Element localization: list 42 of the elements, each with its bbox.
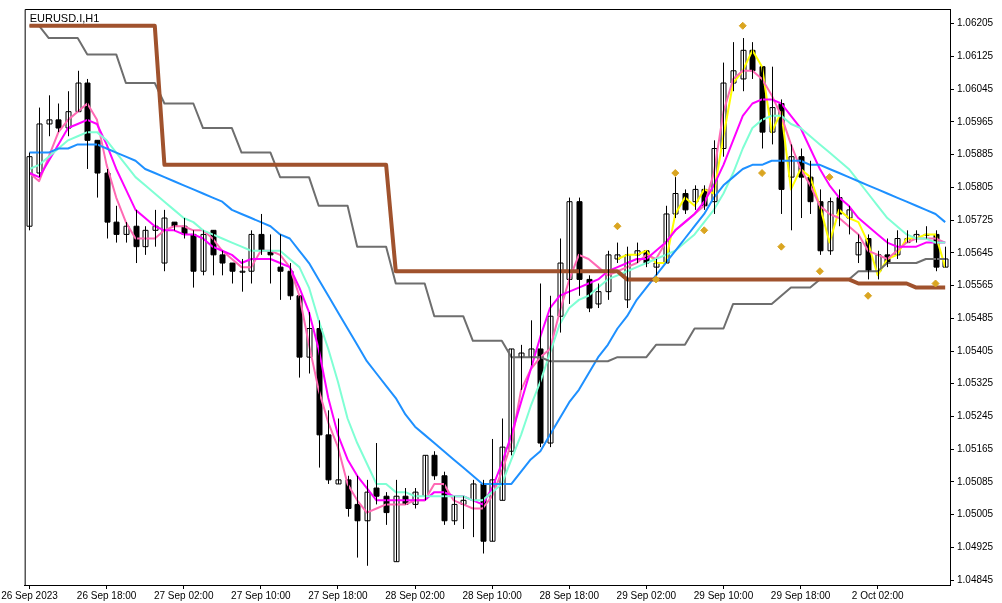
point — [864, 291, 873, 300]
y-tick-label: 1.05885 — [957, 148, 994, 160]
point — [825, 173, 834, 182]
chart-title: EURUSD.I,H1 — [29, 11, 100, 24]
y-tick-label: 1.04925 — [957, 541, 994, 553]
y-tick-label: 1.05405 — [957, 344, 994, 356]
y-tick-label: 1.05485 — [957, 312, 994, 324]
y-tick-label: 1.05725 — [957, 213, 994, 225]
x-tick-label: 27 Sep 18:00 — [308, 589, 369, 601]
y-tick-label: 1.05965 — [957, 115, 994, 127]
point — [777, 242, 786, 251]
point — [738, 21, 747, 30]
y-tick-label: 1.05805 — [957, 181, 994, 193]
y-tick-label: 1.05325 — [957, 377, 994, 389]
y-tick-label: 1.05245 — [957, 410, 994, 422]
x-tick-label: 29 Sep 18:00 — [770, 589, 831, 601]
point — [700, 226, 709, 235]
point — [815, 267, 824, 276]
y-tick-label: 1.05085 — [957, 475, 994, 487]
y-tick-label: 1.06125 — [957, 50, 994, 62]
y-tick-label: 1.04845 — [957, 573, 994, 585]
point — [652, 275, 661, 284]
point — [671, 169, 680, 178]
y-tick-label: 1.05565 — [957, 279, 994, 291]
x-tick-label: 2 Oct 02:00 — [851, 589, 904, 601]
x-tick-label: 29 Sep 10:00 — [693, 589, 754, 601]
x-tick-label: 26 Sep 2023 — [1, 589, 59, 601]
x-tick-label: 27 Sep 02:00 — [153, 589, 214, 601]
x-tick-label: 27 Sep 10:00 — [231, 589, 291, 601]
y-tick-label: 1.06045 — [957, 82, 994, 94]
point — [613, 222, 622, 231]
x-tick-label: 28 Sep 10:00 — [462, 589, 523, 601]
x-tick-label: 28 Sep 18:00 — [539, 589, 600, 601]
point — [758, 169, 767, 178]
y-tick-label: 1.05165 — [957, 442, 994, 454]
y-tick-label: 1.06205 — [957, 17, 994, 29]
y-tick-label: 1.05005 — [957, 508, 994, 520]
x-tick-label: 26 Sep 18:00 — [76, 589, 137, 601]
x-tick-label: 29 Sep 02:00 — [616, 589, 677, 601]
y-tick-label: 1.05645 — [957, 246, 994, 258]
point — [931, 279, 940, 288]
x-tick-label: 28 Sep 02:00 — [385, 589, 446, 601]
